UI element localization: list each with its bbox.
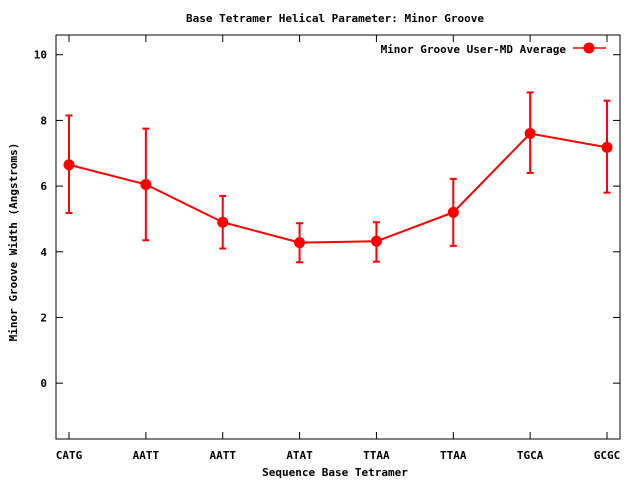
data-point (63, 159, 75, 171)
y-tick-label: 4 (40, 246, 47, 259)
data-point (601, 141, 613, 153)
legend: Minor Groove User-MD Average (381, 42, 606, 56)
x-axis-label: Sequence Base Tetramer (262, 466, 408, 479)
x-tick-label: TGCA (517, 449, 544, 462)
y-tick-label: 10 (34, 49, 47, 62)
data-point (140, 178, 152, 190)
x-ticks: CATG AATT AATT ATAT TTAA TTAA TGCA GCGC (56, 35, 621, 462)
x-tick-label: GCGC (594, 449, 621, 462)
y-tick-label: 2 (40, 311, 47, 324)
series-layer (63, 91, 613, 264)
data-point (447, 206, 459, 218)
y-tick-label: 6 (40, 180, 47, 193)
data-point (217, 216, 229, 228)
legend-marker (583, 42, 595, 54)
series-line (68, 132, 608, 244)
y-tick-label: 8 (40, 114, 47, 127)
y-ticks: 0 2 4 6 8 10 (34, 49, 620, 390)
x-tick-label: CATG (56, 449, 83, 462)
y-axis-label: Minor Groove Width (Angstroms) (7, 143, 20, 342)
x-tick-label: AATT (133, 449, 160, 462)
x-tick-label: AATT (209, 449, 236, 462)
plot-frame (55, 34, 621, 440)
x-tick-label: ATAT (286, 449, 313, 462)
x-tick-label: TTAA (363, 449, 390, 462)
legend-label: Minor Groove User-MD Average (381, 43, 567, 56)
data-point (294, 237, 306, 249)
data-point (370, 235, 382, 247)
y-tick-label: 0 (40, 377, 47, 390)
chart-title: Base Tetramer Helical Parameter: Minor G… (186, 12, 484, 25)
data-point (524, 128, 536, 140)
x-tick-label: TTAA (440, 449, 467, 462)
